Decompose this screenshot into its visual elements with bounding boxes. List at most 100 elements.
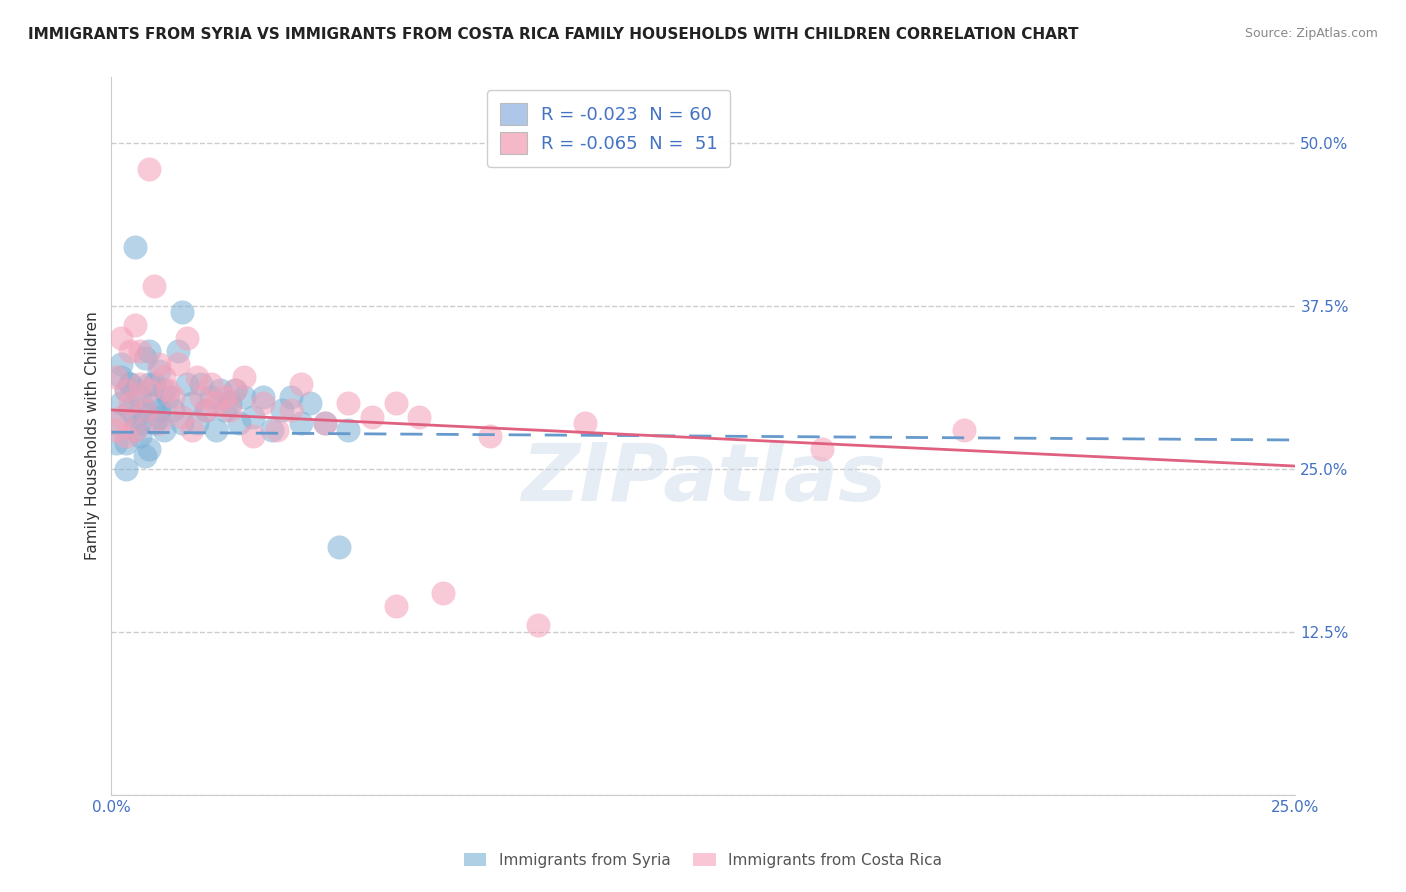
Point (328, 540, 350, 554)
Point (120, 376, 142, 391)
Point (280, 390, 302, 404)
Point (299, 396, 322, 410)
Point (166, 357, 188, 371)
Point (105, 435, 128, 450)
Point (526, 618, 548, 632)
Point (114, 435, 136, 450)
Point (148, 403, 170, 417)
Point (124, 423, 146, 437)
Point (214, 403, 236, 417)
Point (361, 409, 384, 424)
Point (110, 370, 132, 384)
Point (204, 396, 226, 410)
Point (143, 416, 166, 430)
Point (172, 416, 194, 430)
Point (314, 416, 336, 430)
Point (152, 370, 174, 384)
Point (224, 384, 246, 398)
Point (134, 449, 156, 463)
Point (176, 376, 198, 391)
Point (384, 396, 406, 410)
Point (134, 403, 156, 417)
Point (138, 161, 160, 176)
Point (138, 442, 160, 456)
Point (114, 429, 136, 443)
Point (152, 384, 174, 398)
Point (157, 384, 180, 398)
Point (120, 344, 142, 359)
Point (110, 357, 132, 371)
Point (172, 409, 194, 424)
Point (314, 416, 336, 430)
Point (114, 384, 136, 398)
Point (233, 370, 256, 384)
Point (166, 344, 188, 359)
Point (162, 390, 184, 404)
Point (172, 305, 194, 319)
Point (143, 376, 166, 391)
Y-axis label: Family Households with Children: Family Households with Children (86, 311, 100, 560)
Point (148, 364, 170, 378)
Point (124, 409, 146, 424)
Point (124, 318, 146, 333)
Point (337, 396, 360, 410)
Text: ZIPatlas: ZIPatlas (522, 440, 886, 518)
Point (120, 396, 142, 410)
Point (110, 331, 132, 345)
Point (128, 376, 150, 391)
Point (110, 409, 132, 424)
Point (280, 403, 302, 417)
Point (120, 376, 142, 391)
Point (337, 423, 360, 437)
Point (204, 423, 226, 437)
Point (114, 461, 136, 475)
Point (233, 390, 256, 404)
Point (134, 403, 156, 417)
Point (384, 599, 406, 613)
Point (190, 390, 212, 404)
Point (200, 376, 222, 391)
Legend: Immigrants from Syria, Immigrants from Costa Rica: Immigrants from Syria, Immigrants from C… (456, 845, 950, 875)
Point (432, 585, 454, 599)
Point (134, 351, 156, 365)
Point (152, 423, 174, 437)
Point (128, 416, 150, 430)
Point (162, 403, 184, 417)
Point (157, 390, 180, 404)
Point (574, 416, 596, 430)
Point (181, 396, 204, 410)
Point (290, 416, 312, 430)
Point (218, 396, 240, 410)
Point (408, 409, 430, 424)
Point (181, 423, 204, 437)
Point (110, 396, 132, 410)
Point (953, 423, 976, 437)
Point (271, 403, 294, 417)
Point (138, 376, 160, 391)
Point (105, 370, 128, 384)
Point (224, 384, 246, 398)
Text: Source: ZipAtlas.com: Source: ZipAtlas.com (1244, 27, 1378, 40)
Point (186, 416, 208, 430)
Point (143, 279, 166, 293)
Point (105, 416, 128, 430)
Point (148, 409, 170, 424)
Point (128, 390, 150, 404)
Point (218, 403, 240, 417)
Point (214, 390, 236, 404)
Point (124, 423, 146, 437)
Point (105, 423, 128, 437)
Point (128, 344, 150, 359)
Point (148, 357, 170, 371)
Point (200, 390, 222, 404)
Point (195, 403, 218, 417)
Point (138, 384, 160, 398)
Point (190, 376, 212, 391)
Point (143, 396, 166, 410)
Point (114, 384, 136, 398)
Point (209, 384, 232, 398)
Point (266, 423, 288, 437)
Point (186, 370, 208, 384)
Text: IMMIGRANTS FROM SYRIA VS IMMIGRANTS FROM COSTA RICA FAMILY HOUSEHOLDS WITH CHILD: IMMIGRANTS FROM SYRIA VS IMMIGRANTS FROM… (28, 27, 1078, 42)
Point (148, 416, 170, 430)
